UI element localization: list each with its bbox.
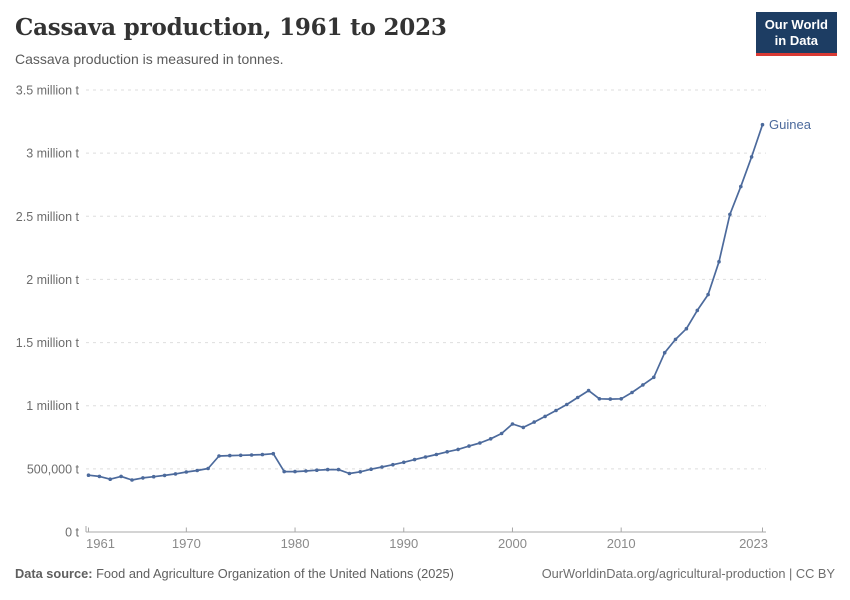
data-point bbox=[532, 420, 536, 424]
y-axis-label: 3.5 million t bbox=[16, 84, 80, 98]
data-point bbox=[162, 473, 167, 478]
data-point bbox=[630, 390, 634, 395]
data-point bbox=[717, 259, 721, 264]
data-point bbox=[510, 422, 515, 426]
data-point bbox=[380, 465, 384, 469]
data-point bbox=[488, 437, 493, 441]
data-point bbox=[391, 462, 395, 467]
data-point bbox=[228, 453, 232, 458]
data-point bbox=[249, 453, 254, 457]
data-point bbox=[358, 470, 363, 474]
y-axis-label: 500,000 t bbox=[27, 462, 80, 476]
series-line-guinea bbox=[87, 123, 764, 481]
data-point bbox=[739, 184, 743, 189]
y-axis-label: 0 t bbox=[65, 526, 79, 540]
data-point bbox=[652, 375, 656, 380]
data-point bbox=[173, 472, 178, 476]
owid-logo-line2: in Data bbox=[774, 32, 819, 48]
data-point bbox=[119, 474, 123, 479]
data-point bbox=[97, 474, 102, 479]
data-point bbox=[184, 470, 189, 474]
data-point bbox=[151, 474, 156, 479]
x-axis-label: 1961 bbox=[86, 536, 115, 551]
chart-footer: Data source: Food and Agriculture Organi… bbox=[15, 566, 835, 581]
data-point bbox=[402, 460, 406, 465]
data-point bbox=[434, 452, 439, 457]
data-point bbox=[695, 308, 700, 313]
data-point bbox=[195, 468, 199, 473]
data-point bbox=[260, 452, 265, 457]
data-point bbox=[673, 337, 678, 342]
y-axis-label: 1.5 million t bbox=[16, 336, 80, 350]
data-point bbox=[315, 468, 319, 473]
y-axis-label: 3 million t bbox=[26, 147, 79, 161]
data-point bbox=[749, 155, 754, 159]
data-point bbox=[293, 469, 297, 474]
y-axis-label: 2.5 million t bbox=[16, 210, 80, 224]
chart-subtitle: Cassava production is measured in tonnes… bbox=[15, 51, 284, 67]
data-point bbox=[445, 450, 450, 454]
data-point bbox=[108, 477, 112, 482]
data-point bbox=[521, 425, 526, 430]
data-point bbox=[325, 467, 330, 472]
data-point bbox=[478, 441, 482, 445]
data-point bbox=[271, 451, 276, 456]
x-axis-label: 2023 bbox=[739, 536, 768, 551]
data-point bbox=[467, 444, 471, 448]
data-point bbox=[608, 397, 613, 401]
data-point bbox=[728, 212, 732, 217]
data-point bbox=[456, 447, 460, 452]
x-axis-label: 2000 bbox=[498, 536, 527, 551]
data-point bbox=[554, 408, 558, 413]
data-point bbox=[130, 478, 134, 482]
owid-logo[interactable]: Our World in Data bbox=[755, 12, 837, 56]
data-source: Data source: Food and Agriculture Organi… bbox=[15, 566, 454, 581]
x-axis-label: 1980 bbox=[281, 536, 310, 551]
y-axis-label: 1 million t bbox=[26, 399, 79, 413]
data-point bbox=[347, 471, 352, 476]
data-point bbox=[423, 455, 428, 459]
data-point bbox=[575, 395, 580, 400]
data-point bbox=[141, 476, 145, 480]
data-point bbox=[206, 466, 210, 471]
data-point bbox=[619, 397, 623, 401]
data-point bbox=[499, 431, 504, 436]
chart-title: Cassava production, 1961 to 2023 bbox=[15, 14, 447, 41]
x-axis-label: 1990 bbox=[389, 536, 418, 551]
data-point bbox=[706, 292, 710, 297]
data-point bbox=[369, 467, 373, 472]
data-point bbox=[412, 457, 417, 462]
data-point bbox=[304, 469, 308, 473]
owid-logo-line1: Our World bbox=[764, 17, 828, 32]
data-point bbox=[282, 469, 287, 474]
data-point bbox=[543, 414, 547, 419]
series-label-guinea[interactable]: Guinea bbox=[769, 117, 812, 132]
y-axis-label: 2 million t bbox=[26, 273, 79, 287]
data-point bbox=[597, 397, 602, 401]
data-point bbox=[641, 383, 645, 387]
data-point bbox=[760, 122, 765, 127]
data-point bbox=[565, 402, 569, 407]
data-source-text: Food and Agriculture Organization of the… bbox=[96, 566, 454, 581]
data-source-label: Data source: bbox=[15, 566, 93, 581]
x-axis-label: 1970 bbox=[172, 536, 201, 551]
data-point bbox=[238, 453, 243, 458]
data-point bbox=[86, 473, 91, 478]
data-point bbox=[586, 388, 591, 393]
data-point bbox=[662, 350, 667, 355]
data-point bbox=[336, 467, 341, 472]
x-axis-label: 2010 bbox=[607, 536, 636, 551]
data-point bbox=[217, 454, 221, 458]
footer-credit-link[interactable]: OurWorldinData.org/agricultural-producti… bbox=[541, 566, 835, 581]
data-point bbox=[684, 326, 689, 331]
